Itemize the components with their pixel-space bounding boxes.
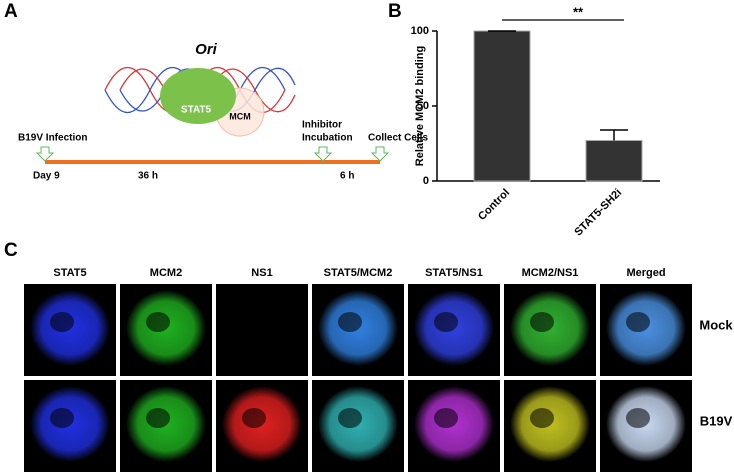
time-label: 36 h	[138, 171, 158, 182]
column-header: Merged	[626, 267, 665, 279]
bar-chart: Relative MCM2 binding 0 50 100 Control STAT5…	[411, 4, 660, 239]
x-tick-label: STAT5-SH2i	[572, 187, 624, 239]
nucleolus	[146, 408, 170, 428]
panel-label: B	[388, 1, 402, 22]
y-tick-label: 0	[423, 175, 429, 187]
column-header: MCM2	[150, 267, 182, 279]
nucleolus	[530, 408, 554, 428]
nucleolus	[338, 408, 362, 428]
panel-label: A	[4, 1, 18, 22]
event-label: Collect Cells	[368, 133, 428, 144]
micrograph	[216, 284, 308, 376]
nucleolus	[50, 408, 74, 428]
diagram: Ori STAT5 MCM B19V Infection Inhibitor I…	[18, 41, 428, 182]
arrow	[35, 146, 55, 162]
column-header: NS1	[251, 267, 272, 279]
y-axis-label: Relative MCM2 binding	[414, 46, 426, 166]
bar	[585, 140, 643, 182]
nucleolus	[50, 312, 74, 332]
significance-label: **	[573, 4, 584, 19]
row-label: Mock	[699, 317, 733, 332]
nucleolus	[434, 312, 458, 332]
panel-label: C	[4, 240, 18, 261]
column-header: STAT5/NS1	[425, 267, 483, 279]
stat5-shape	[160, 68, 236, 124]
microscopy-grid: STAT5 MCM2 NS1 STAT5/MCM2 STAT5/NS1 MCM2/NS1 M…	[24, 267, 733, 472]
event-label: B19V Infection	[18, 133, 87, 144]
y-tick-label: 50	[417, 100, 429, 112]
column-header: MCM2/NS1	[522, 267, 579, 279]
protein-label: STAT5	[181, 105, 212, 116]
nucleolus	[338, 312, 362, 332]
x-tick-label: Control	[476, 187, 512, 223]
time-label: 6 h	[340, 171, 354, 182]
protein-label: MCM	[229, 111, 251, 121]
y-tick-label: 100	[411, 25, 429, 37]
event-label: Inhibitor	[302, 120, 342, 131]
time-label: Day 9	[33, 171, 60, 182]
column-header: STAT5/MCM2	[324, 267, 393, 279]
error-bar	[600, 129, 628, 141]
nucleolus	[626, 408, 650, 428]
arrow	[370, 146, 390, 162]
nucleolus	[530, 312, 554, 332]
bar	[473, 30, 531, 182]
column-header: STAT5	[53, 267, 86, 279]
nucleolus	[434, 408, 458, 428]
nucleolus	[242, 408, 266, 428]
nucleolus	[626, 312, 650, 332]
ori-label: Ori	[195, 41, 218, 58]
nucleolus	[146, 312, 170, 332]
row-label: B19V	[700, 413, 733, 428]
arrow	[313, 146, 333, 162]
event-label: Incubation	[302, 133, 353, 144]
